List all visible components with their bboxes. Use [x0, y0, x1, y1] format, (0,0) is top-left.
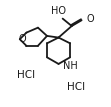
- Text: NH: NH: [63, 61, 77, 71]
- Text: HCl: HCl: [17, 70, 35, 80]
- Text: HCl: HCl: [67, 82, 85, 92]
- Text: O: O: [87, 14, 94, 24]
- Text: HO: HO: [51, 6, 66, 16]
- Text: O: O: [18, 34, 26, 44]
